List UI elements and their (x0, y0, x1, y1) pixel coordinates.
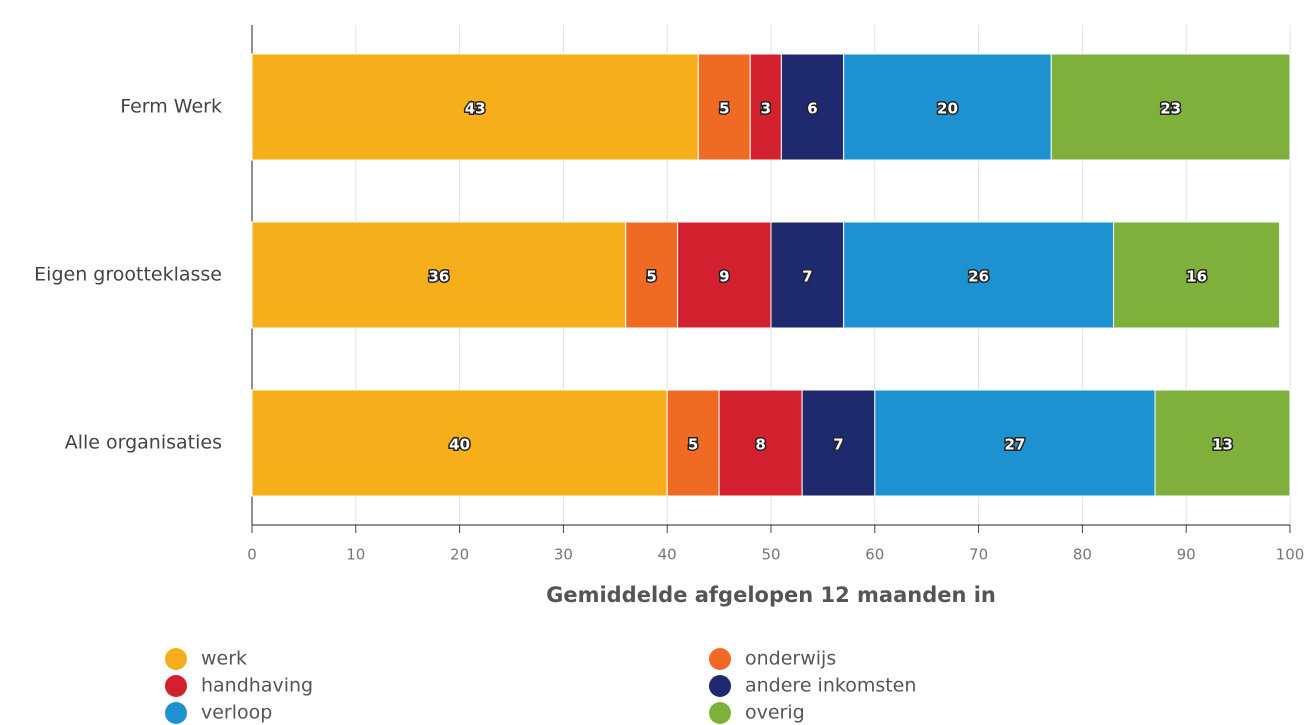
bar-segment (677, 221, 772, 329)
bar-segment (1050, 53, 1291, 161)
data-label: 16 (1186, 268, 1207, 286)
data-label: 8 (755, 436, 765, 454)
legend-marker (165, 675, 187, 697)
x-tick-label: 30 (554, 546, 573, 564)
bar-segment (749, 53, 782, 161)
legend-label: andere inkomsten (745, 675, 916, 697)
x-axis-title: Gemiddelde afgelopen 12 maanden in (546, 583, 996, 607)
data-label: 3 (761, 100, 771, 118)
data-label: 40 (449, 436, 470, 454)
x-tick-label: 10 (346, 546, 365, 564)
bar-segment (666, 389, 720, 497)
bar-segment (874, 389, 1156, 497)
data-label: 43 (465, 100, 486, 118)
x-tick-label: 50 (761, 546, 780, 564)
data-label: 9 (719, 268, 729, 286)
legend-label: verloop (201, 702, 272, 724)
bar-segment (780, 53, 845, 161)
legend-marker (709, 702, 731, 724)
data-label: 20 (937, 100, 958, 118)
data-label: 5 (646, 268, 656, 286)
data-label: 26 (968, 268, 989, 286)
legend-marker (709, 675, 731, 697)
x-tick-label: 0 (247, 546, 257, 564)
bar-segment (770, 221, 845, 329)
data-label: 7 (802, 268, 812, 286)
data-label: 27 (1004, 436, 1025, 454)
bar-segment (251, 53, 699, 161)
x-tick-label: 100 (1276, 546, 1305, 564)
x-tick-label: 90 (1177, 546, 1196, 564)
x-tick-label: 70 (969, 546, 988, 564)
legend-marker (165, 648, 187, 670)
x-tick-label: 60 (865, 546, 884, 564)
data-label: 6 (807, 100, 817, 118)
legend-marker (165, 702, 187, 724)
bar-segment (843, 221, 1115, 329)
x-tick-label: 20 (450, 546, 469, 564)
bar-segment (625, 221, 679, 329)
data-label: 36 (428, 268, 449, 286)
data-label: 23 (1160, 100, 1181, 118)
legend-label: onderwijs (745, 648, 836, 670)
x-tick-label: 40 (658, 546, 677, 564)
data-label: 13 (1212, 436, 1233, 454)
x-tick-label: 80 (1073, 546, 1092, 564)
bar-segment (1113, 221, 1281, 329)
legend-marker (709, 648, 731, 670)
bar-segment (697, 53, 751, 161)
bar-segment (718, 389, 803, 497)
bar-segment (251, 221, 627, 329)
data-label: 5 (719, 100, 729, 118)
legend-label: werk (201, 648, 247, 670)
data-label: 7 (833, 436, 843, 454)
category-label: Eigen grootteklasse (34, 264, 222, 286)
bar-segment (801, 389, 876, 497)
bar-segment (1154, 389, 1291, 497)
category-label: Ferm Werk (120, 96, 222, 118)
legend-label: overig (745, 702, 805, 724)
bar-segment (251, 389, 668, 497)
data-label: 5 (688, 436, 698, 454)
legend-label: handhaving (201, 675, 313, 697)
category-label: Alle organisaties (65, 432, 222, 454)
